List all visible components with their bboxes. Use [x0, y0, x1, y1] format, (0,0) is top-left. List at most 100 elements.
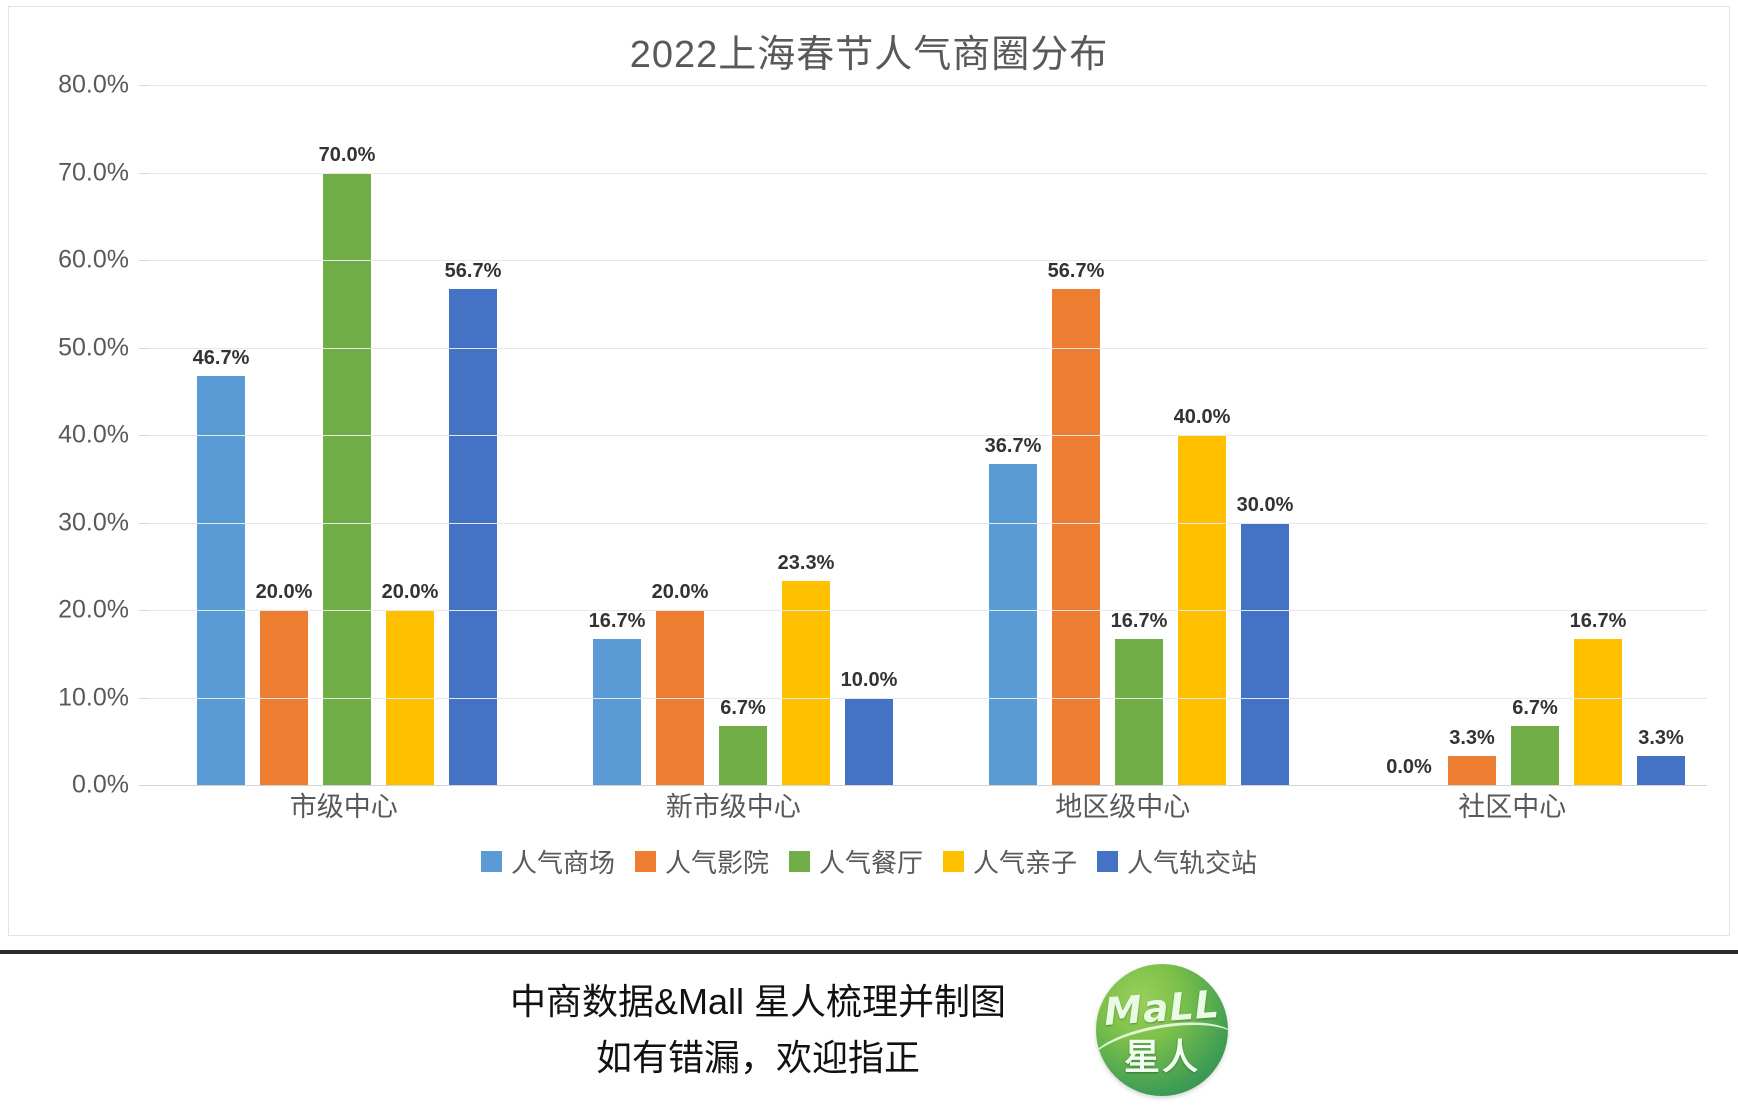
bar-value-label: 10.0%	[840, 668, 898, 691]
y-axis-tick-label: 20.0%	[58, 595, 129, 624]
x-axis-category-label: 新市级中心	[665, 792, 801, 822]
plot-area: 0.0% 10.0% 20.0% 30.0% 40.0% 50.0% 60.0% 70.0% 8…	[31, 71, 1707, 799]
bar-groups: 46.7% 20.0% 70.0% 20.0% 56.7% 16.7% 20.0% 6.7% 2…	[149, 85, 1707, 785]
bar-value-label: 16.7%	[1569, 609, 1627, 632]
footer-line-1: 中商数据&Mall 星人梳理并制图	[509, 981, 1007, 1023]
y-axis-tick-label: 60.0%	[58, 245, 129, 274]
bar-value-label: 20.0%	[651, 581, 709, 603]
legend-item[interactable]: 人气轨交站	[1097, 843, 1257, 880]
bar[interactable]	[1637, 756, 1685, 785]
gridline	[149, 85, 1707, 86]
gridline	[149, 785, 1707, 786]
y-axis-tickmark	[139, 435, 149, 436]
y-axis-tick-label: 50.0%	[58, 333, 129, 361]
bar[interactable]	[1052, 288, 1100, 785]
bar-value-label: 36.7%	[984, 434, 1042, 457]
y-axis-tick-label: 30.0%	[58, 508, 129, 536]
gridline	[149, 435, 1707, 436]
y-axis-tickmark	[139, 785, 149, 786]
bar-slot: 6.7%	[1511, 85, 1559, 785]
mall-xingren-logo: MaLL 星人	[1096, 964, 1229, 1096]
y-axis-tick-label: 70.0%	[58, 158, 129, 186]
bar-slot: 30.0%	[1237, 85, 1293, 785]
bar-value-label: 16.7%	[1110, 609, 1168, 632]
legend-label: 人气商场	[510, 848, 615, 878]
y-axis-tick-label: 40.0%	[58, 420, 129, 449]
legend-label: 人气轨交站	[1127, 848, 1258, 878]
chart-legend: 人气商场 人气影院 人气餐厅 人气亲子 人气轨交站	[9, 843, 1729, 880]
bar[interactable]	[1574, 638, 1622, 785]
logo-mall-text: MaLL	[1102, 982, 1222, 1034]
y-axis-tickmark	[139, 85, 149, 86]
y-axis-tickmark	[139, 172, 149, 174]
bar-slot: 10.0%	[841, 85, 897, 785]
plot-canvas: 46.7% 20.0% 70.0% 20.0% 56.7% 16.7% 20.0% 6.7% 2…	[139, 85, 1707, 786]
footer-text: 中商数据&Mall 星人梳理并制图 如有错漏，欢迎指正	[510, 974, 1006, 1086]
bar[interactable]	[719, 726, 767, 785]
bar-value-label: 23.3%	[777, 552, 835, 575]
bar-value-label: 3.3%	[1449, 727, 1495, 750]
bar[interactable]	[1115, 638, 1163, 785]
legend-item[interactable]: 人气餐厅	[788, 843, 923, 880]
x-axis-category-label: 社区中心	[1458, 792, 1567, 822]
gridline	[149, 522, 1707, 524]
x-axis-category-label: 市级中心	[289, 792, 398, 822]
legend-item[interactable]: 人气商场	[480, 843, 615, 880]
y-axis: 0.0% 10.0% 20.0% 30.0% 40.0% 50.0% 60.0% 70.0% 8…	[31, 71, 141, 799]
y-axis-tickmark	[139, 522, 149, 524]
bar[interactable]	[1511, 726, 1559, 785]
y-axis-tickmark	[139, 610, 149, 611]
gridline	[149, 610, 1707, 611]
bar-slot: 46.7%	[193, 85, 249, 785]
chart-card: 2022上海春节人气商圈分布 0.0% 10.0% 20.0% 30.0% 40.0% 5…	[8, 6, 1730, 936]
footer: 中商数据&Mall 星人梳理并制图 如有错漏，欢迎指正 MaLL 星人	[0, 954, 1738, 1114]
footer-divider	[0, 950, 1738, 954]
bar[interactable]	[1448, 756, 1496, 785]
bar[interactable]	[989, 463, 1037, 785]
y-axis-tickmark	[139, 697, 149, 699]
bar[interactable]	[449, 288, 497, 785]
y-axis-tickmark	[139, 260, 149, 261]
bar-value-label: 6.7%	[1512, 697, 1558, 720]
bar-slot: 56.7%	[445, 85, 501, 785]
x-axis-category-label: 地区级中心	[1055, 792, 1191, 822]
bar-value-label: 6.7%	[720, 697, 766, 720]
bar-group: 0.0% 3.3% 6.7% 16.7% 3.3%	[1337, 85, 1733, 785]
bar-slot: 16.7%	[1570, 85, 1626, 785]
bar-slot: 56.7%	[1048, 85, 1104, 785]
bar-slot: 3.3%	[1448, 85, 1496, 785]
bar[interactable]	[197, 376, 245, 785]
legend-item[interactable]: 人气影院	[634, 843, 769, 880]
bar-value-label: 56.7%	[444, 259, 502, 282]
y-axis-tickmark	[139, 347, 149, 349]
bar-value-label: 0.0%	[1386, 756, 1432, 778]
y-axis-tick-label: 10.0%	[58, 683, 129, 711]
bar-value-label: 20.0%	[381, 581, 439, 603]
legend-item[interactable]: 人气亲子	[943, 843, 1077, 880]
bar[interactable]	[323, 172, 371, 785]
gridline	[149, 260, 1707, 261]
legend-swatch-icon	[480, 851, 502, 872]
legend-swatch-icon	[1097, 851, 1119, 872]
bar-slot: 6.7%	[719, 85, 767, 785]
bar[interactable]	[845, 697, 893, 785]
bar-value-label: 3.3%	[1638, 727, 1684, 750]
legend-label: 人气影院	[664, 848, 769, 878]
bar-slot: 0.0%	[1385, 85, 1433, 785]
bar[interactable]	[593, 638, 641, 785]
bar[interactable]	[1241, 522, 1289, 785]
bar-slot: 23.3%	[778, 85, 834, 785]
gridline	[149, 172, 1707, 174]
bar-value-label: 40.0%	[1173, 406, 1231, 428]
y-axis-tick-label: 0.0%	[72, 770, 129, 799]
bar-group: 46.7% 20.0% 70.0% 20.0% 56.7%	[149, 85, 545, 785]
bar[interactable]	[782, 581, 830, 785]
legend-swatch-icon	[943, 851, 964, 872]
bar-slot: 3.3%	[1637, 85, 1685, 785]
logo-cn-text: 星人	[1124, 1036, 1201, 1077]
legend-label: 人气亲子	[973, 848, 1078, 878]
bar-value-label: 70.0%	[318, 143, 376, 166]
legend-label: 人气餐厅	[818, 848, 923, 878]
footer-line-2: 如有错漏，欢迎指正	[595, 1037, 920, 1078]
